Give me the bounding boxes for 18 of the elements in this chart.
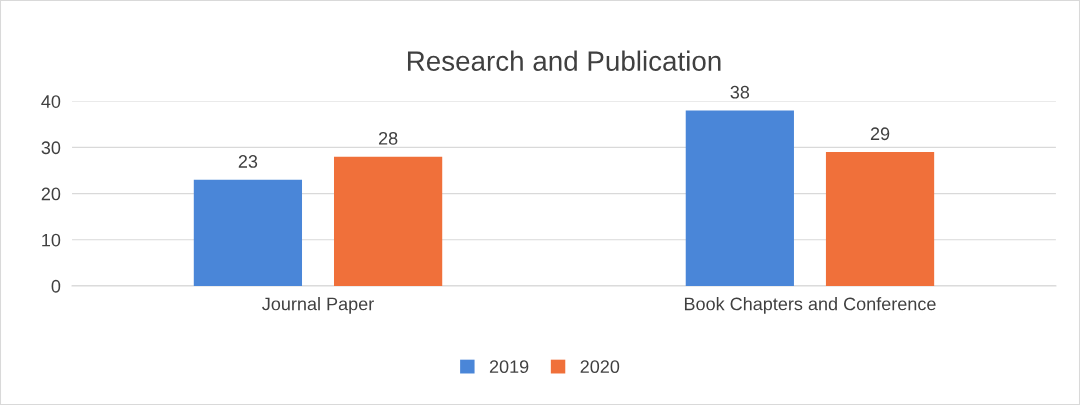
data-label: 29 xyxy=(870,127,890,141)
data-label: 38 xyxy=(730,85,750,99)
y-tick-label: 40 xyxy=(41,95,61,108)
chart-title: Research and Publication xyxy=(407,50,721,71)
y-tick-label: 30 xyxy=(41,141,61,155)
y-tick-label: 10 xyxy=(42,233,61,247)
legend-label: 2020 xyxy=(580,360,620,374)
y-tick-label: 20 xyxy=(41,187,61,201)
data-label: 28 xyxy=(378,131,398,145)
bar xyxy=(825,152,935,286)
legend-label: 2019 xyxy=(489,360,529,374)
data-label: 23 xyxy=(238,155,258,168)
x-tick-label: Journal Paper xyxy=(262,297,374,314)
bar xyxy=(193,179,303,286)
y-tick-label: 0 xyxy=(51,279,61,293)
bar xyxy=(685,110,794,286)
bar xyxy=(333,156,443,286)
x-tick-label: Book Chapters and Conference xyxy=(684,297,936,314)
